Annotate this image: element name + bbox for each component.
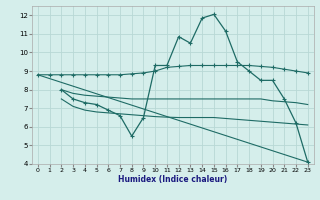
X-axis label: Humidex (Indice chaleur): Humidex (Indice chaleur) bbox=[118, 175, 228, 184]
